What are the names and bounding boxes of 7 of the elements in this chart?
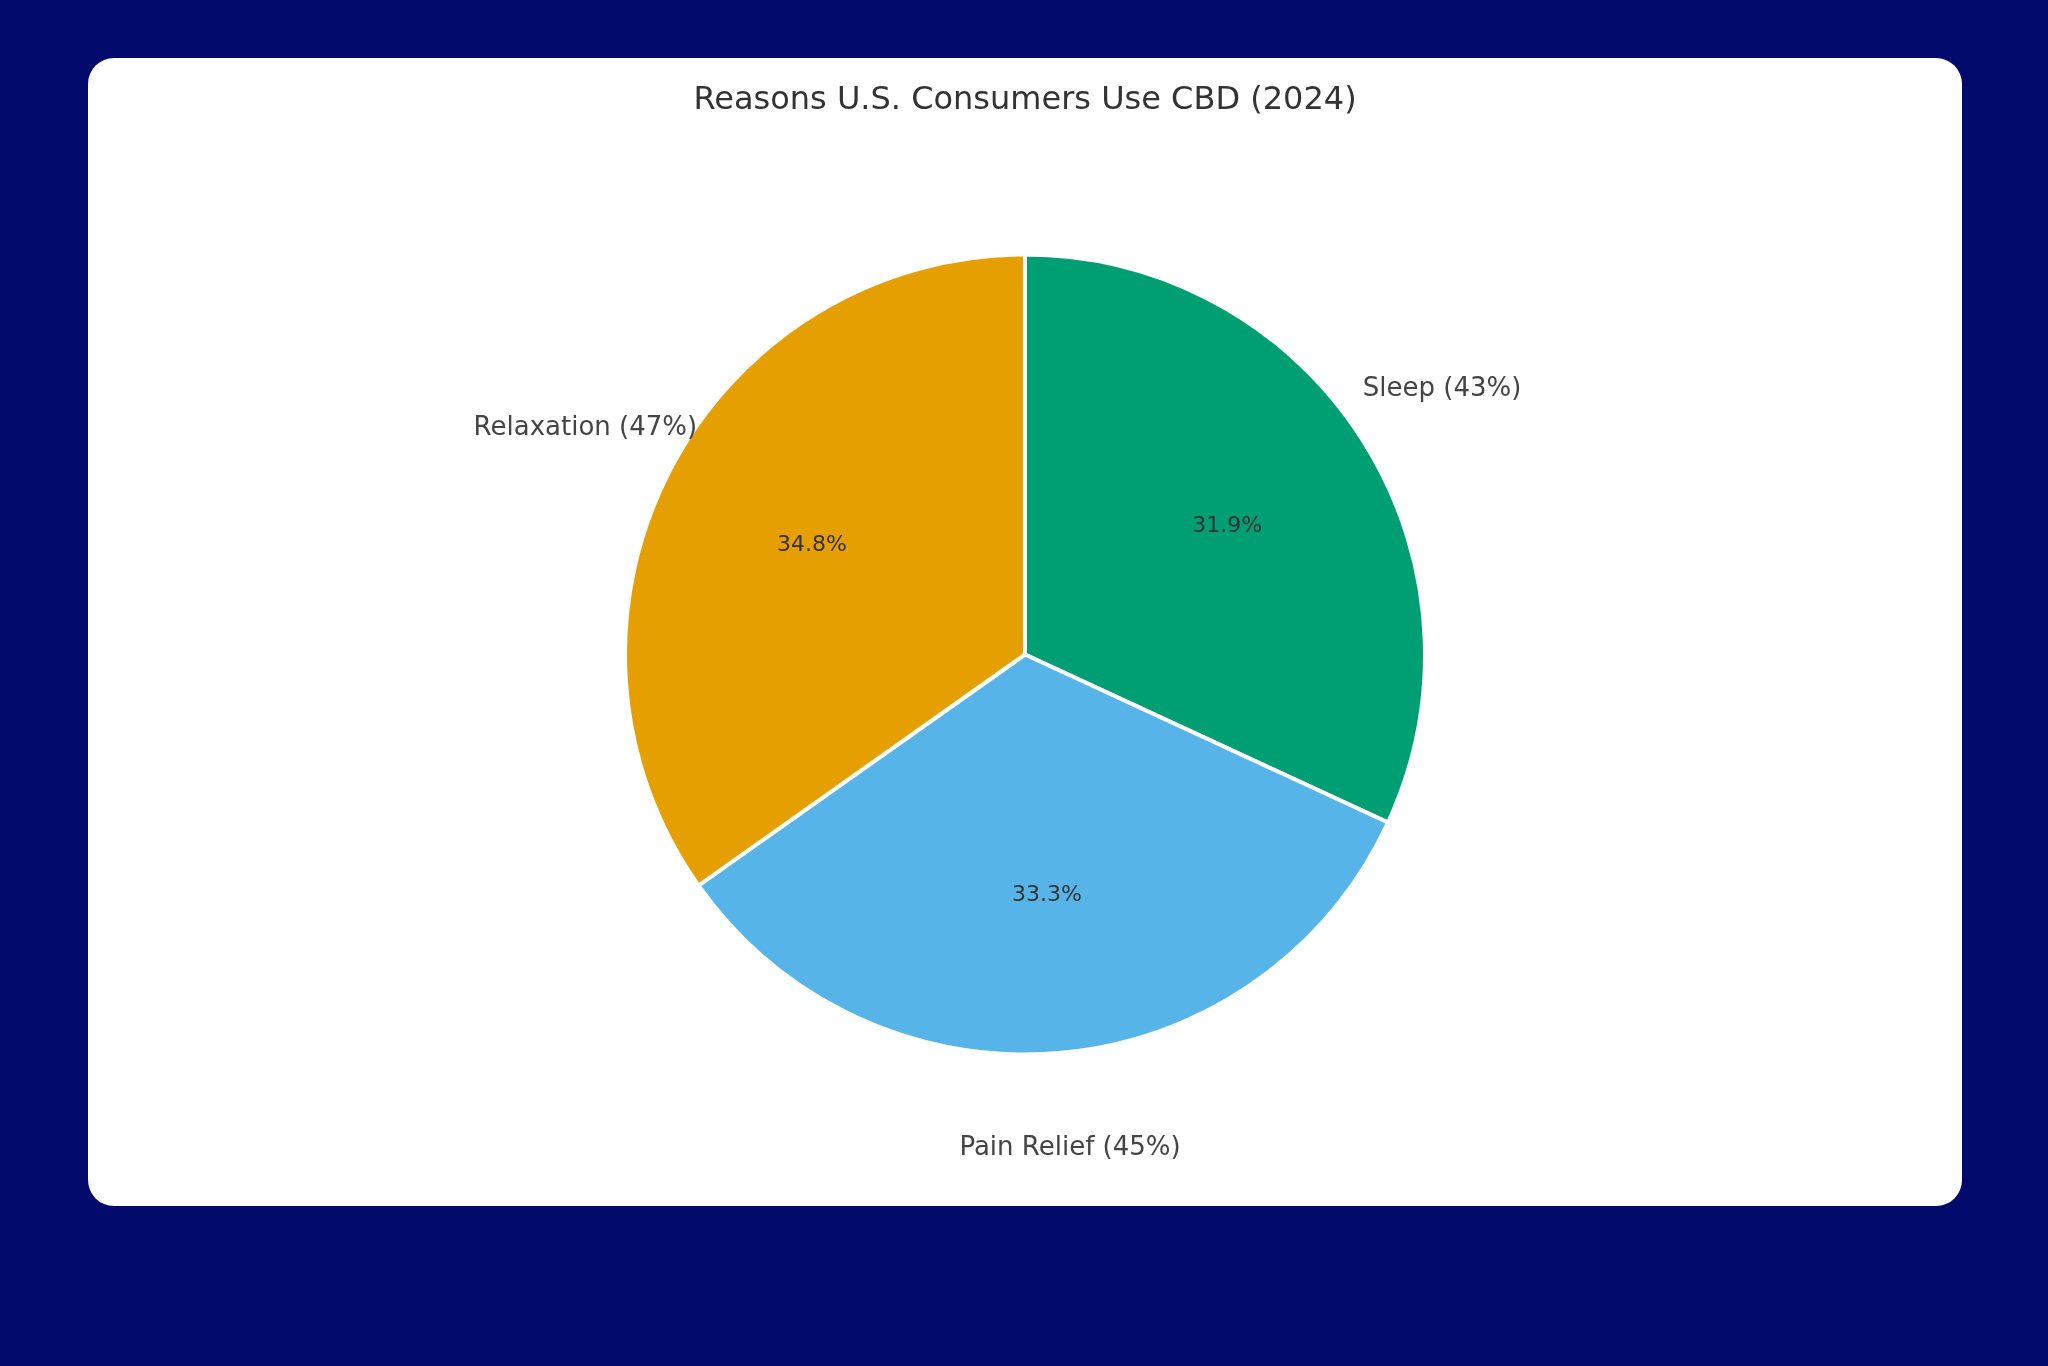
slice-label: Sleep (43%) — [1362, 371, 1522, 402]
chart-title: Reasons U.S. Consumers Use CBD (2024) — [693, 79, 1357, 117]
slice-label: Pain Relief (45%) — [959, 1131, 1181, 1162]
data-label: 33.3% — [1011, 880, 1082, 906]
data-label: 34.8% — [776, 531, 847, 557]
data-label: 31.9% — [1192, 512, 1263, 538]
slice-label: Relaxation (47%) — [473, 411, 698, 442]
